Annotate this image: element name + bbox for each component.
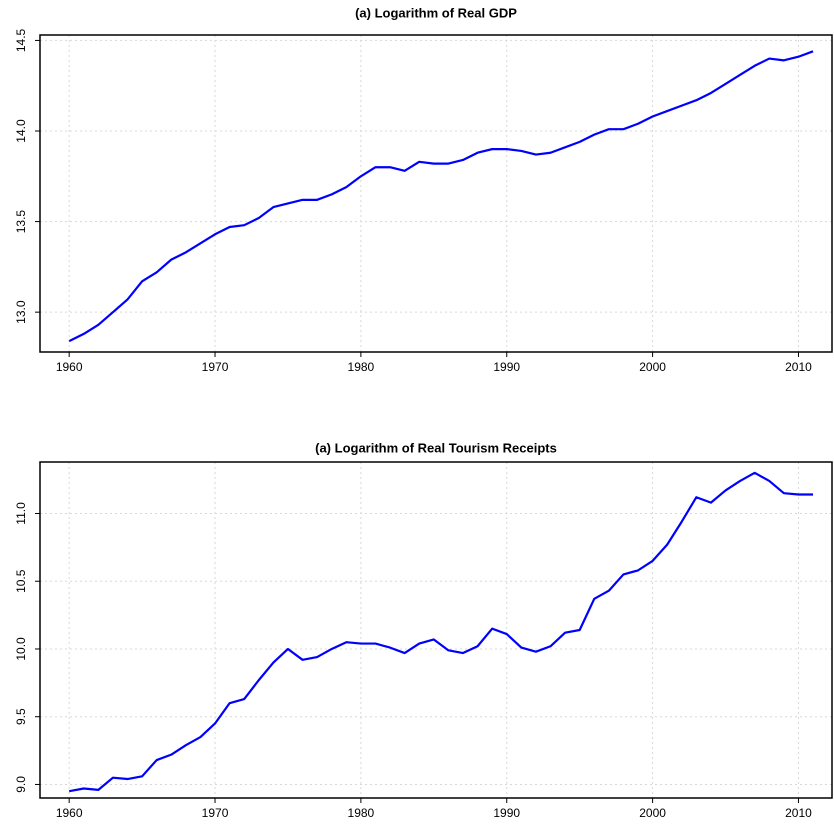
y-tick-label: 11.0 xyxy=(14,502,28,525)
y-tick-label: 13.0 xyxy=(14,300,28,324)
x-tick-label: 1970 xyxy=(202,806,229,820)
y-tick-label: 13.5 xyxy=(14,210,28,234)
y-tick-label: 14.5 xyxy=(14,28,28,52)
x-tick-label: 1990 xyxy=(493,806,520,820)
x-tick-label: 1960 xyxy=(56,360,83,374)
y-tick-label: 9.0 xyxy=(14,776,28,793)
data-line xyxy=(68,471,814,793)
y-tick-label: 10.0 xyxy=(14,637,28,661)
x-tick-label: 1970 xyxy=(202,360,229,374)
chart-title: (a) Logarithm of Real Tourism Receipts xyxy=(315,440,557,455)
x-tick-label: 1960 xyxy=(56,806,83,820)
x-tick-label: 1980 xyxy=(348,806,375,820)
y-tick-label: 9.5 xyxy=(14,708,28,725)
y-tick-label: 10.5 xyxy=(14,569,28,593)
x-tick-label: 2010 xyxy=(785,360,812,374)
x-tick-label: 2010 xyxy=(785,806,812,820)
x-tick-label: 2000 xyxy=(639,360,666,374)
plot-frame xyxy=(39,461,833,799)
x-tick-label: 1980 xyxy=(348,360,375,374)
plot-frame xyxy=(39,34,833,353)
x-tick-label: 2000 xyxy=(639,806,666,820)
x-tick-label: 1990 xyxy=(493,360,520,374)
y-tick-label: 14.0 xyxy=(14,119,28,143)
data-line xyxy=(68,50,814,343)
chart-title: (a) Logarithm of Real GDP xyxy=(355,5,517,20)
